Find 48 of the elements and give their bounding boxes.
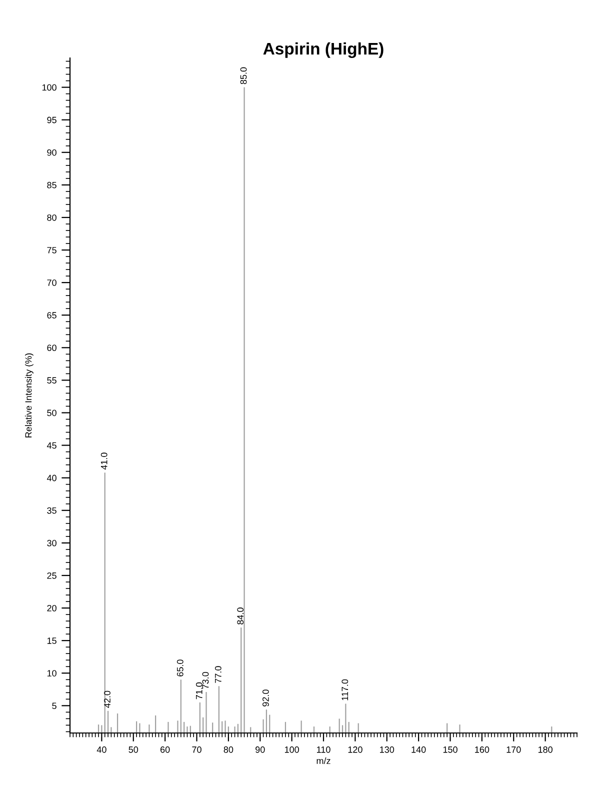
x-axis-title: m/z xyxy=(316,757,330,764)
chart-title: Aspirin (HighE) xyxy=(263,42,384,58)
x-tick-label: 180 xyxy=(538,746,552,753)
annotation: 65.0 xyxy=(176,660,184,676)
x-tick-label: 80 xyxy=(224,746,234,753)
x-tick-label: 100 xyxy=(284,746,299,753)
x-tick-label: 170 xyxy=(506,746,521,753)
annotation: 71.0 xyxy=(196,682,202,700)
annotation: 84.0 xyxy=(237,608,244,624)
y-tick-label: 45 xyxy=(46,442,56,449)
y-tick-label: 55 xyxy=(47,377,56,384)
x-tick-label: 90 xyxy=(256,746,265,753)
y-tick-label: 10 xyxy=(47,670,56,676)
y-tick-label: 85 xyxy=(47,182,56,188)
y-tick-label: 40 xyxy=(46,474,56,482)
y-tick-label: 65 xyxy=(47,312,56,318)
annotation: 92.0 xyxy=(262,690,269,706)
annotation: 41.0 xyxy=(100,452,108,470)
x-tick-label: 40 xyxy=(96,746,106,753)
x-tick-label: 60 xyxy=(160,746,170,753)
y-tick-label: 25 xyxy=(47,572,56,579)
annotation: 42.0 xyxy=(104,690,110,708)
x-tick-label: 70 xyxy=(192,746,202,753)
x-tick-label: 120 xyxy=(348,746,362,753)
y-tick-label: 80 xyxy=(47,214,56,221)
y-tick-label: 50 xyxy=(47,410,56,416)
x-tick-label: 110 xyxy=(316,746,330,753)
y-tick-label: 35 xyxy=(47,507,56,514)
x-tick-label: 150 xyxy=(443,746,458,753)
annotation: 117.0 xyxy=(342,679,348,700)
x-tick-label: 50 xyxy=(128,746,138,753)
annotation: 77.0 xyxy=(214,666,222,683)
y-tick-label: 100 xyxy=(42,84,56,91)
annotation: 73.0 xyxy=(202,672,209,689)
y-tick-label: 20 xyxy=(47,604,56,612)
x-tick-label: 140 xyxy=(412,746,426,753)
y-tick-label: 70 xyxy=(47,280,56,286)
y-tick-label: 60 xyxy=(47,344,56,352)
x-tick-label: 160 xyxy=(475,746,490,753)
y-tick-label: 90 xyxy=(47,149,56,156)
annotation: 85.0 xyxy=(240,67,247,84)
y-tick-label: 75 xyxy=(47,247,56,254)
x-tick-label: 130 xyxy=(380,746,394,753)
y-tick-label: 30 xyxy=(47,540,56,546)
y-tick-label: 5 xyxy=(52,702,56,710)
y-tick-label: 95 xyxy=(47,116,56,124)
y-axis-title: Relative Intensity (%) xyxy=(24,353,34,438)
y-tick-label: 15 xyxy=(47,638,56,644)
